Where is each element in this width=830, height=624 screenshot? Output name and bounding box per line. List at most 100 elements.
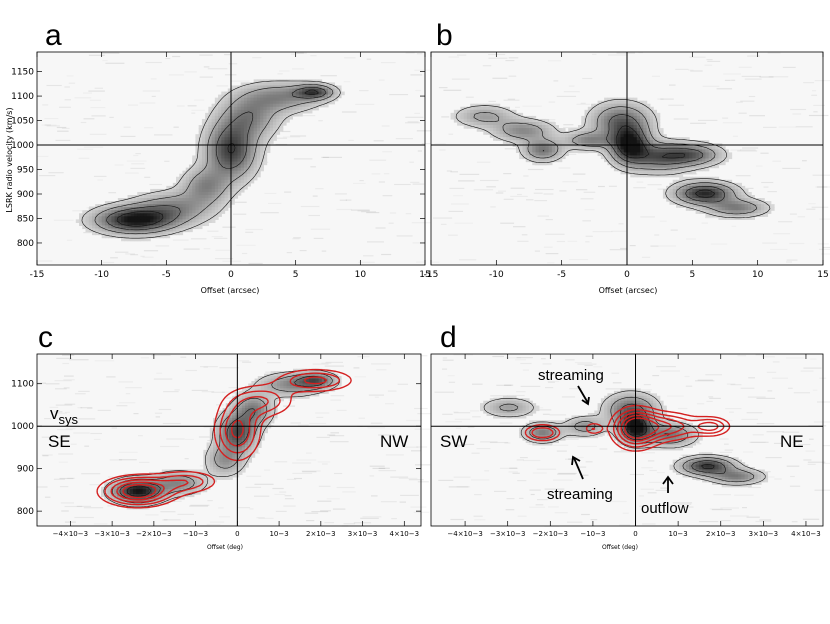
emission-cell (95, 207, 100, 211)
emission-cell (273, 109, 277, 114)
emission-cell (184, 486, 188, 490)
noise-streak (322, 463, 328, 465)
emission-cell (211, 134, 216, 138)
emission-cell (165, 474, 169, 478)
emission-cell (214, 115, 219, 120)
emission-cell (114, 228, 119, 233)
emission-cell (121, 198, 125, 202)
emission-cell (760, 207, 765, 211)
emission-cell (232, 395, 236, 399)
emission-cell (208, 155, 213, 160)
emission-cell (263, 97, 268, 102)
emission-cell (208, 188, 213, 193)
emission-cell (234, 88, 239, 93)
emission-cell (166, 195, 171, 199)
noise-streak (457, 54, 467, 56)
emission-cell (636, 128, 641, 132)
emission-cell (232, 447, 236, 451)
noise-streak (576, 189, 588, 191)
emission-cell (702, 164, 706, 169)
noise-streak (173, 126, 179, 128)
emission-cell (273, 415, 278, 419)
noise-streak (308, 214, 320, 217)
emission-cell (227, 128, 232, 132)
emission-cell (315, 100, 319, 105)
emission-cell (198, 188, 203, 193)
emission-cell (483, 131, 488, 135)
emission-cell (633, 125, 638, 129)
noise-streak (411, 222, 431, 224)
emission-cell (328, 385, 332, 389)
emission-cell (245, 410, 249, 414)
noise-streak (58, 453, 74, 455)
noise-streak (608, 54, 628, 56)
emission-cell (623, 152, 628, 157)
noise-streak (416, 53, 423, 55)
emission-cell (731, 198, 736, 202)
emission-cell (496, 109, 501, 114)
emission-cell (117, 231, 122, 236)
emission-cell (594, 106, 599, 111)
emission-cell (261, 430, 265, 434)
emission-cell (231, 97, 235, 102)
emission-cell (263, 158, 268, 163)
emission-cell (261, 381, 265, 385)
emission-cell (158, 481, 163, 485)
x-tick-label: 10 (355, 270, 367, 280)
emission-cell (269, 106, 274, 111)
emission-cell (146, 234, 151, 239)
emission-cell (597, 137, 602, 141)
emission-cell (232, 444, 236, 448)
emission-cell (243, 103, 248, 108)
emission-cell (232, 400, 236, 404)
emission-cell (221, 204, 226, 208)
emission-cell (734, 201, 739, 205)
emission-cell (718, 161, 723, 166)
emission-cell (512, 115, 517, 120)
emission-cell (682, 158, 687, 163)
emission-cell (283, 388, 288, 392)
emission-cell (88, 222, 93, 227)
emission-cell (463, 112, 468, 117)
emission-cell (285, 82, 290, 87)
emission-cell (283, 383, 288, 387)
emission-cell (237, 97, 242, 102)
emission-cell (185, 216, 190, 220)
emission-cell (221, 140, 226, 144)
emission-cell (234, 134, 239, 138)
noise-streak (62, 354, 75, 356)
emission-cell (613, 115, 618, 120)
emission-cell (734, 198, 739, 202)
emission-cell (280, 398, 284, 402)
emission-cell (607, 115, 612, 120)
emission-cell (600, 112, 605, 117)
emission-cell (457, 112, 461, 117)
emission-cell (143, 216, 148, 220)
emission-cell (256, 97, 261, 102)
noise-streak (405, 213, 412, 215)
emission-cell (493, 118, 497, 123)
emission-cell (260, 155, 264, 160)
emission-cell (613, 125, 618, 129)
emission-cell (240, 109, 245, 114)
emission-cell (267, 408, 272, 412)
emission-cell (79, 219, 83, 223)
emission-cell (656, 134, 661, 138)
emission-cell (273, 121, 277, 126)
noise-streak (521, 234, 528, 236)
emission-cell (267, 405, 272, 409)
emission-cell (229, 422, 233, 426)
noise-streak (218, 507, 224, 508)
noise-streak (329, 441, 349, 443)
emission-cell (604, 155, 608, 160)
emission-cell (229, 410, 233, 414)
emission-cell (610, 125, 615, 129)
emission-cell (171, 484, 176, 488)
emission-cell (718, 198, 723, 202)
emission-cell (535, 131, 540, 135)
noise-streak (119, 402, 135, 403)
emission-cell (476, 109, 481, 114)
emission-cell (312, 388, 316, 392)
emission-cell (613, 128, 618, 132)
panel-letter-a: a (45, 19, 62, 52)
